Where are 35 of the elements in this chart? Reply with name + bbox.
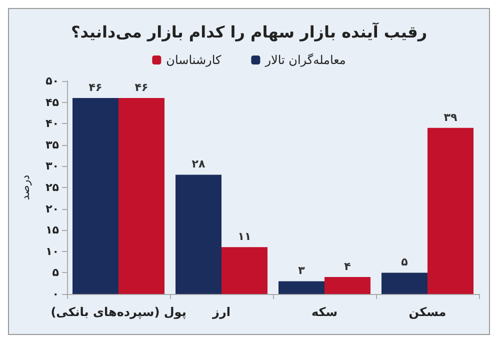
y-tick-label: ۱۰: [46, 244, 59, 258]
y-tick-label: ۴۰: [46, 117, 59, 130]
bar: [176, 174, 222, 294]
bar: [222, 247, 268, 294]
bar: [324, 276, 370, 294]
y-tick-label: ۵۰: [46, 74, 59, 88]
data-label: ۳: [298, 264, 306, 278]
x-tick-label: سکه: [311, 305, 338, 319]
y-tick-label: ۴۵: [46, 96, 60, 109]
y-tick-label: ۵: [52, 266, 60, 280]
x-tick-label: پول (سپرده‌های بانکی): [50, 305, 186, 319]
x-tick-label: ارز: [212, 305, 230, 319]
y-tick-label: ۰: [52, 288, 59, 300]
y-tick-label: ۲۰: [46, 202, 59, 216]
x-tick-label: مسکن: [408, 305, 446, 319]
data-label: ۴: [344, 260, 352, 273]
y-tick-label: ۳۰: [46, 160, 59, 173]
bar: [428, 128, 474, 294]
y-tick-label: ۱۵: [46, 224, 60, 237]
legend-label: معامله‌گران تالار: [264, 53, 346, 67]
legend-label: کارشناسان: [166, 53, 222, 67]
data-label: ۳۹: [444, 110, 458, 124]
bar: [278, 281, 324, 294]
data-label: ۱۱: [238, 230, 252, 244]
y-tick-label: ۲۵: [46, 181, 60, 194]
data-label: ۲۸: [192, 158, 206, 171]
bar: [118, 98, 164, 294]
bar: [382, 272, 428, 294]
data-label: ۴۶: [88, 81, 102, 94]
bar: [72, 98, 118, 294]
chart-title: رقیب آینده بازار سهام را کدام بازار می‌دانید؟: [70, 22, 428, 42]
y-tick-label: ۳۵: [46, 138, 60, 152]
data-label: ۴۶: [134, 81, 148, 94]
data-label: ۵: [401, 256, 408, 269]
y-axis-title: درصد: [19, 174, 32, 200]
